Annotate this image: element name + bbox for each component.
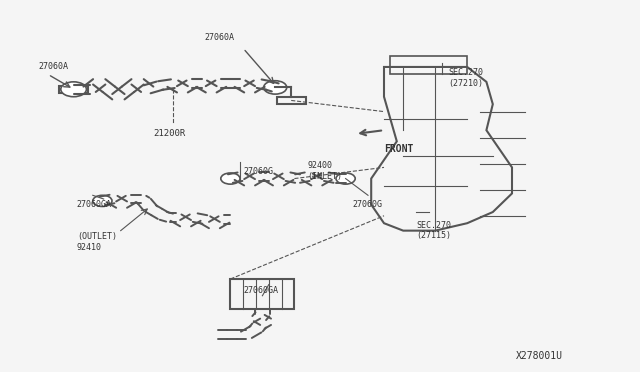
- Text: 27060A: 27060A: [205, 33, 235, 42]
- Text: 27060GA: 27060GA: [77, 200, 112, 209]
- Circle shape: [93, 195, 112, 206]
- Text: 27060G: 27060G: [243, 167, 273, 176]
- Bar: [390, 56, 467, 74]
- Text: SEC.270
(27115): SEC.270 (27115): [416, 221, 451, 240]
- Text: SEC.270
(27210): SEC.270 (27210): [448, 68, 483, 88]
- Circle shape: [336, 173, 355, 184]
- Circle shape: [221, 173, 240, 184]
- Text: 27060GA: 27060GA: [243, 286, 278, 295]
- Text: 21200R: 21200R: [154, 129, 186, 138]
- Bar: [230, 279, 294, 309]
- Text: 27060A: 27060A: [38, 62, 68, 71]
- Text: 92400
(INLET): 92400 (INLET): [307, 161, 342, 181]
- Circle shape: [264, 81, 287, 94]
- Text: X278001U: X278001U: [516, 351, 563, 361]
- Bar: [60, 86, 88, 93]
- Text: FRONT: FRONT: [384, 144, 413, 154]
- Circle shape: [61, 82, 86, 97]
- Bar: [277, 97, 306, 104]
- Text: (OUTLET)
92410: (OUTLET) 92410: [77, 232, 116, 251]
- Text: 27060G: 27060G: [352, 200, 382, 209]
